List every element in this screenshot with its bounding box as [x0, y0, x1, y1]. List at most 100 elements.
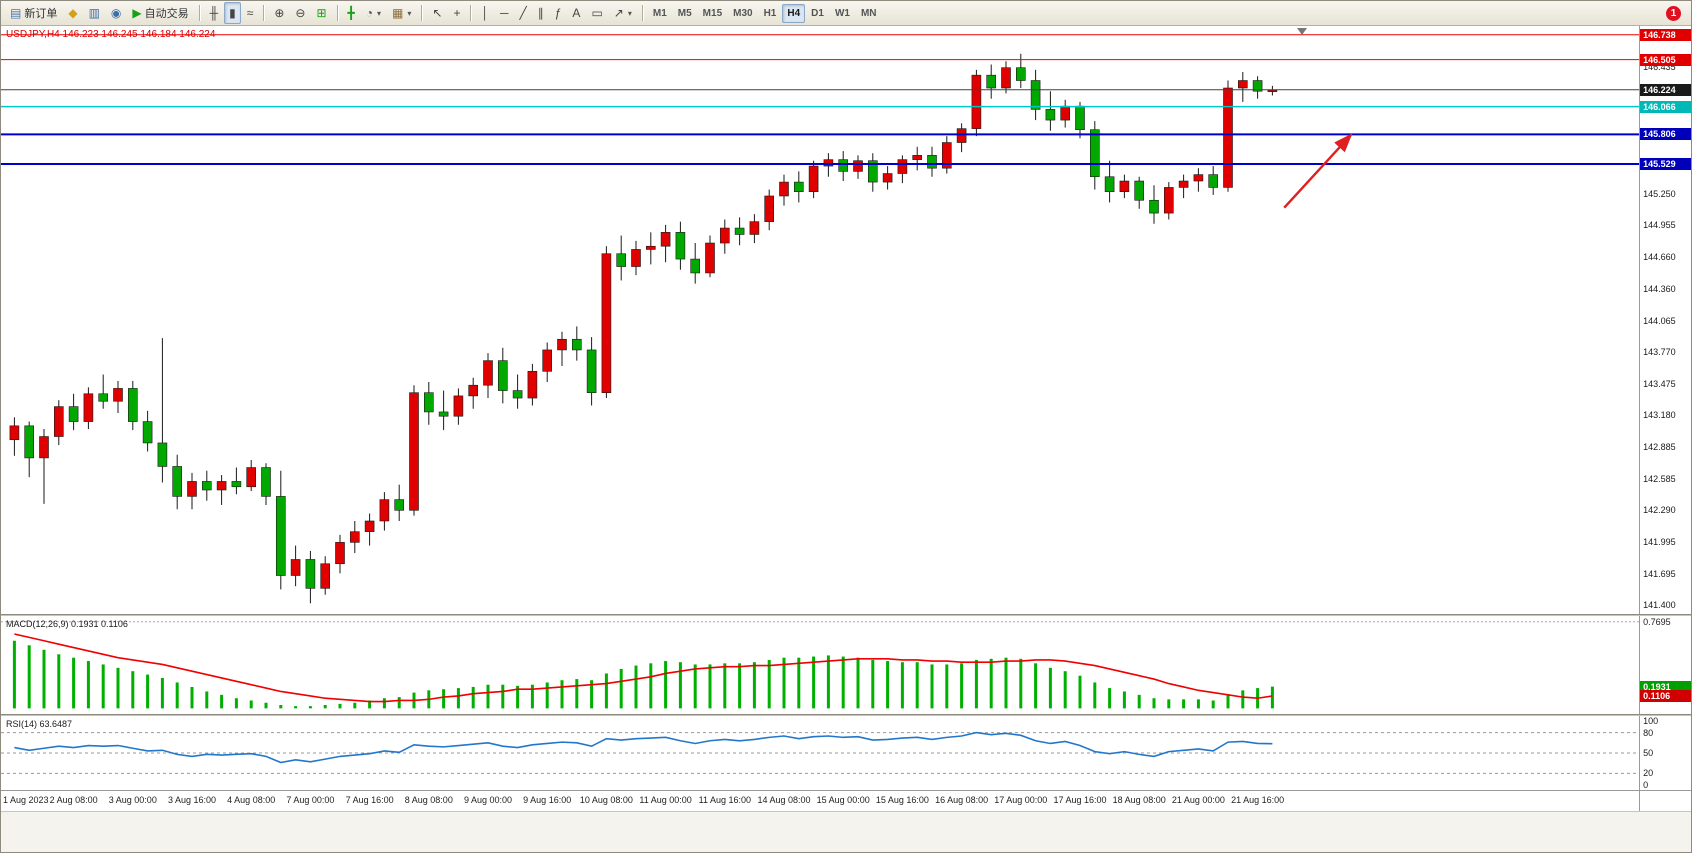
- axis-corner: [1639, 791, 1691, 811]
- metaeditor-button[interactable]: ◆: [63, 2, 82, 24]
- time-axis[interactable]: 1 Aug 2023 2 Aug 08:00 3 Aug 00:00 3 Aug 16…: [1, 791, 1640, 811]
- new-order-button[interactable]: ▤ 新订单: [5, 2, 62, 24]
- trendline-icon: ╱: [519, 6, 527, 20]
- channel-button[interactable]: ∥: [533, 2, 549, 24]
- vertical-line-button[interactable]: │: [476, 2, 494, 24]
- rsi-label: RSI(14) 63.6487: [6, 719, 73, 729]
- label-button[interactable]: ▭: [586, 2, 607, 24]
- price-scale-label: 142.885: [1643, 441, 1676, 452]
- metaeditor-icon: ◆: [68, 6, 78, 20]
- tile-windows-icon: ⊞: [316, 6, 327, 20]
- cursor-button[interactable]: ↖: [427, 2, 447, 24]
- time-axis-label: 11 Aug 16:00: [698, 795, 751, 805]
- bar-chart-icon: ╫: [209, 6, 219, 20]
- text-button[interactable]: A: [567, 2, 585, 24]
- time-axis-label: 4 Aug 08:00: [227, 795, 276, 805]
- auto-trading-button[interactable]: ▶ 自动交易: [127, 2, 193, 24]
- auto-trading-button-label: 自动交易: [144, 8, 189, 20]
- price-scale-label: 143.770: [1643, 347, 1676, 358]
- time-axis-label: 14 Aug 08:00: [757, 795, 811, 805]
- time-axis-label: 9 Aug 16:00: [523, 795, 572, 805]
- cursor-icon: ↖: [432, 6, 443, 20]
- rsi-canvas[interactable]: [1, 716, 1640, 790]
- rsi-scale-label: 100: [1643, 716, 1659, 726]
- line-chart-icon: ≈: [246, 6, 254, 20]
- data-window-button[interactable]: ◉: [106, 2, 126, 24]
- price-scale-label: 141.695: [1643, 568, 1676, 579]
- price-scale[interactable]: 146.435 145.250 144.955 144.660 144.360 144.0…: [1639, 26, 1691, 614]
- macd-plot-area[interactable]: MACD(12,26,9) 0.1931 0.1106: [1, 616, 1640, 714]
- rsi-price-scale[interactable]: 100 80 50 20 0: [1639, 716, 1691, 790]
- crosshair-button[interactable]: +: [448, 2, 465, 24]
- market-watch-icon: ▥: [88, 6, 100, 20]
- timeframe-m30-button[interactable]: M30: [733, 7, 753, 19]
- chart-title: USDJPY,H4 146.223 146.245 146.184 146.22…: [6, 29, 216, 40]
- periods-button[interactable]: ◔ ▾: [361, 2, 386, 24]
- rsi-scale-label: 20: [1643, 768, 1654, 779]
- time-axis-label: 3 Aug 00:00: [108, 795, 157, 805]
- caret-down-icon: ▾: [627, 8, 632, 18]
- time-axis-label: 21 Aug 00:00: [1171, 795, 1225, 805]
- zoom-out-button[interactable]: ⊖: [290, 2, 310, 24]
- channel-icon: ∥: [537, 6, 544, 20]
- timeframe-h1-button[interactable]: H1: [763, 7, 777, 19]
- line-chart-button[interactable]: ≈: [242, 2, 259, 24]
- indicators-icon: ╋: [347, 6, 355, 20]
- time-axis-label: 21 Aug 16:00: [1231, 795, 1285, 805]
- label-icon: ▭: [591, 6, 603, 20]
- indicators-button[interactable]: ╋: [343, 2, 360, 24]
- market-watch-button[interactable]: ▥: [84, 2, 105, 24]
- horizontal-line-button[interactable]: ─: [495, 2, 514, 24]
- timeframe-mn-button[interactable]: MN: [860, 7, 877, 19]
- rsi-scale-label: 0: [1643, 780, 1649, 790]
- time-axis-label: 1 Aug 2023: [3, 795, 49, 805]
- candlestick-chart-button[interactable]: ▮: [224, 2, 241, 24]
- macd-panel: MACD(12,26,9) 0.1931 0.1106 0.7695 0.1931…: [1, 616, 1691, 714]
- toolbar-separator: [641, 5, 643, 21]
- panel-splitter[interactable]: [1, 614, 1691, 616]
- rsi-plot-area[interactable]: RSI(14) 63.6487: [1, 716, 1640, 790]
- macd-label: MACD(12,26,9) 0.1931 0.1106: [6, 619, 128, 629]
- chart-shift-marker[interactable]: [1297, 28, 1307, 35]
- timeframe-m1-button[interactable]: M1: [652, 7, 667, 19]
- timeframe-h4-button[interactable]: H4: [782, 3, 806, 23]
- timeframe-m5-button[interactable]: M5: [677, 7, 692, 19]
- window-bottom-area: [1, 811, 1691, 852]
- time-axis-label: 9 Aug 00:00: [463, 795, 513, 805]
- time-axis-label: 2 Aug 08:00: [49, 795, 98, 805]
- timeframe-m15-button[interactable]: M15: [702, 7, 723, 19]
- price-line-value-box: 146.505: [1640, 53, 1691, 66]
- zoom-in-button[interactable]: ⊕: [269, 2, 289, 24]
- auto-trading-icon: ▶: [132, 6, 142, 20]
- time-axis-label: 7 Aug 16:00: [345, 795, 394, 805]
- toolbar-separator: [470, 5, 472, 21]
- price-scale-label: 146.435: [1643, 62, 1676, 73]
- vertical-line-icon: │: [481, 6, 489, 20]
- trendline-button[interactable]: ╱: [515, 2, 532, 24]
- arrows-button[interactable]: ↗ ▾: [609, 2, 637, 24]
- price-scale-label: 144.660: [1643, 251, 1676, 262]
- macd-price-scale[interactable]: 0.7695 0.1931 0.1106: [1639, 616, 1691, 714]
- price-scale-label: 142.585: [1643, 473, 1676, 484]
- macd-canvas[interactable]: [1, 616, 1640, 714]
- trend-arrow-annotation[interactable]: [1283, 133, 1353, 209]
- main-chart-canvas[interactable]: [1, 26, 1640, 614]
- templates-button[interactable]: ▦ ▾: [387, 2, 416, 24]
- timeframe-w1-button[interactable]: W1: [834, 7, 850, 19]
- panel-splitter[interactable]: [1, 714, 1691, 716]
- price-scale-label: 142.290: [1643, 505, 1676, 516]
- fibonacci-button[interactable]: ƒ: [550, 2, 567, 24]
- time-axis-label: 7 Aug 00:00: [286, 795, 335, 805]
- timeframe-d1-button[interactable]: D1: [811, 7, 824, 19]
- toolbar: ▤ 新订单 ◆ ▥ ◉ ▶ 自动交易 ╫ ▮ ≈ ⊕ ⊖ ⊞ ╋ ◔ ▾ ▦ ▾ ↖ + │ ─ ╱ ∥ ƒ A ▭ ↗ ▾ M1 M5 M1…: [1, 1, 1691, 26]
- main-plot-area[interactable]: USDJPY,H4 146.223 146.245 146.184 146.22…: [1, 26, 1640, 614]
- bar-chart-button[interactable]: ╫: [205, 2, 224, 24]
- zoom-in-icon: ⊕: [274, 6, 285, 20]
- tile-windows-button[interactable]: ⊞: [311, 2, 331, 24]
- notifications-badge[interactable]: 1: [1666, 5, 1681, 21]
- time-axis-label: 3 Aug 16:00: [167, 795, 217, 805]
- price-scale-label: 144.955: [1643, 220, 1676, 231]
- time-axis-label: 10 Aug 08:00: [579, 795, 633, 805]
- caret-down-icon: ▾: [377, 8, 382, 18]
- macd-histogram: [12, 640, 1274, 709]
